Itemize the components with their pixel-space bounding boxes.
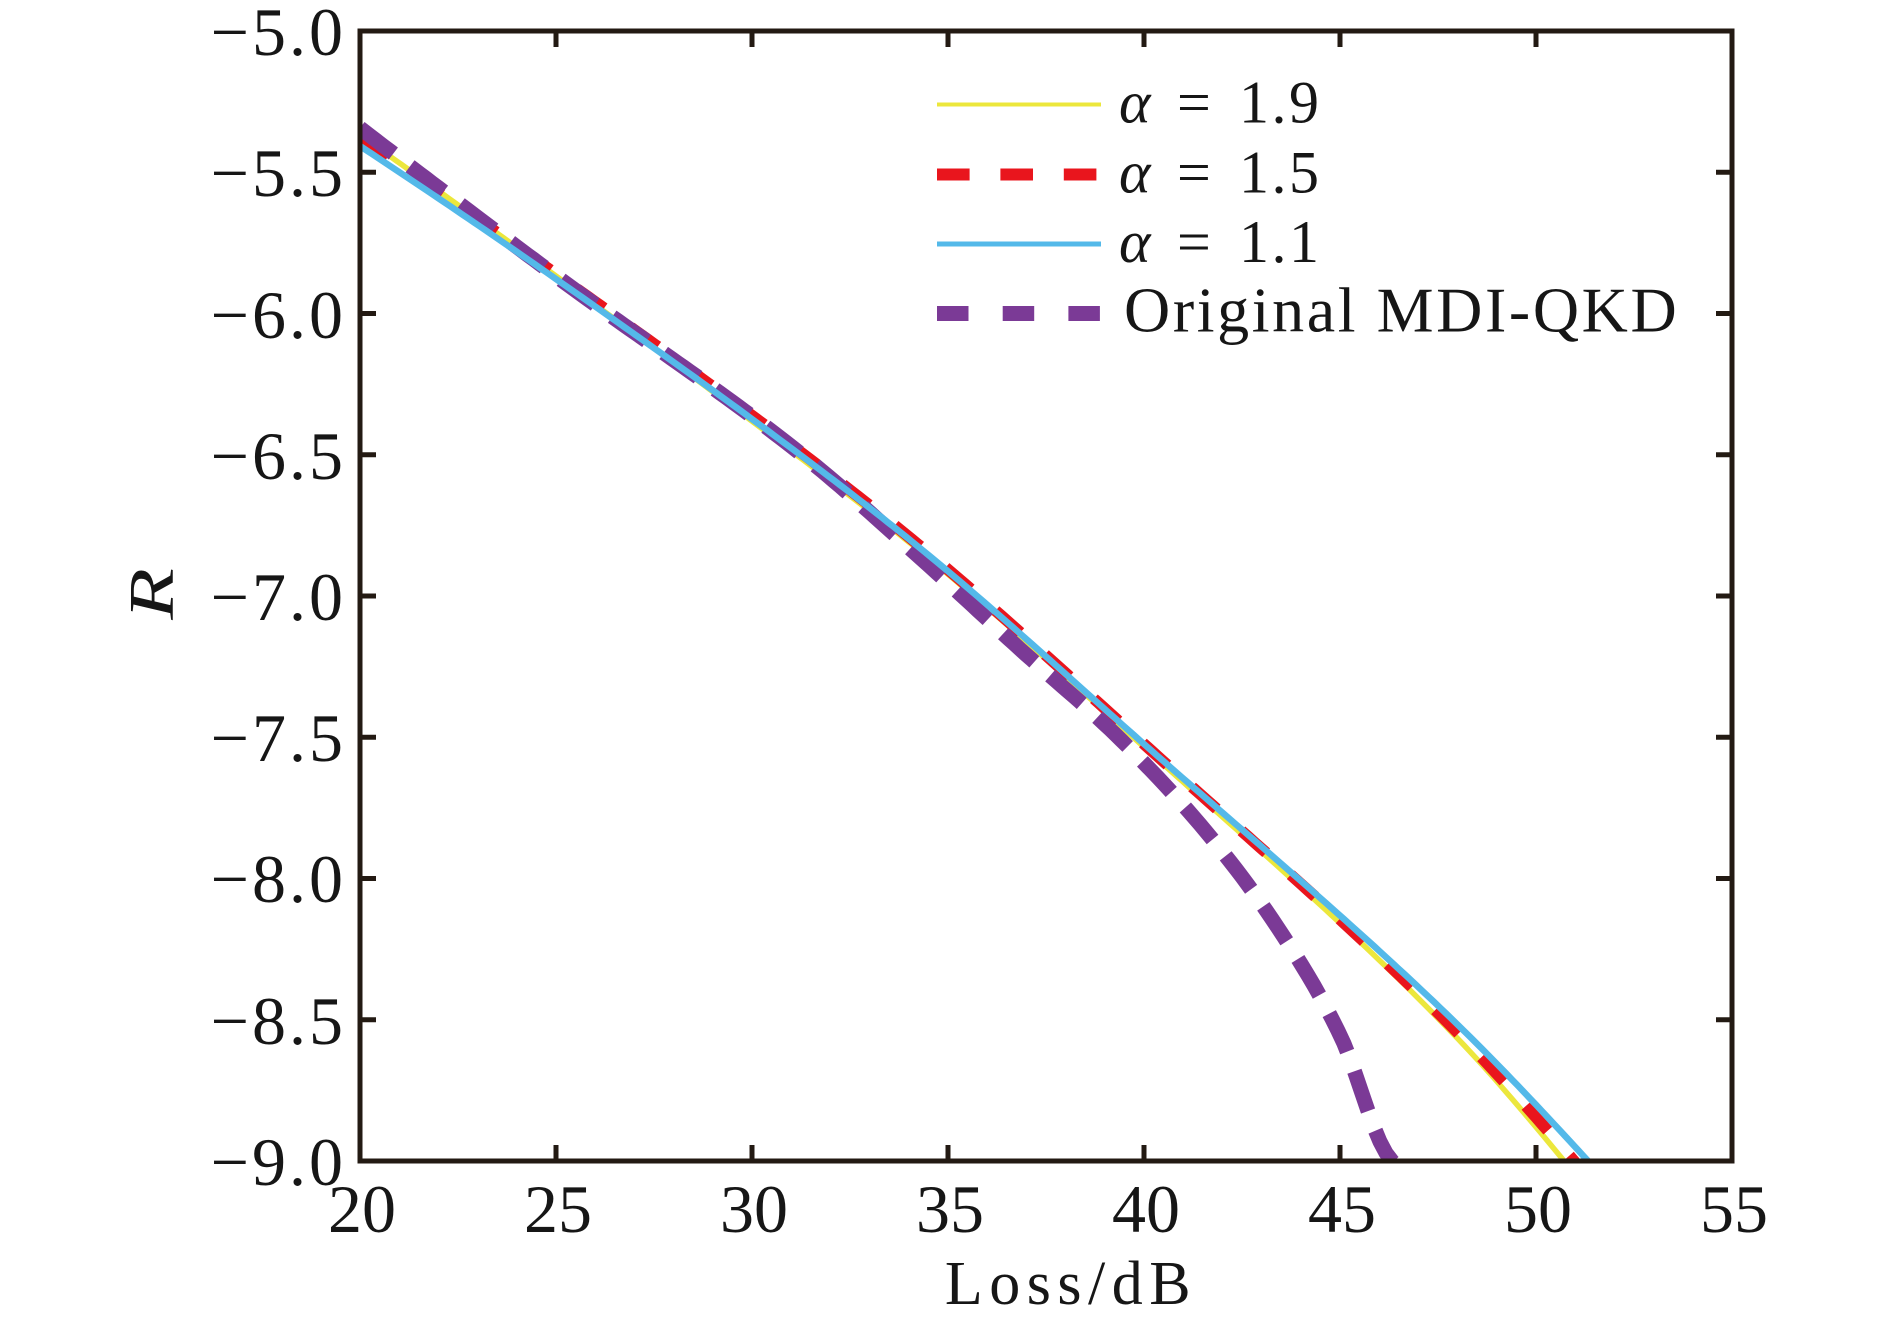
svg-text:−6.0: −6.0	[211, 277, 346, 353]
svg-text:−8.5: −8.5	[211, 983, 346, 1059]
svg-text:Original MDI-QKD: Original MDI-QKD	[1124, 275, 1679, 346]
svg-text:50: 50	[1504, 1171, 1572, 1247]
svg-text:35: 35	[916, 1171, 984, 1247]
svg-text:−8.0: −8.0	[211, 841, 346, 917]
svg-text:30: 30	[720, 1171, 788, 1247]
svg-text:α=1.5: α = 1.5	[1119, 140, 1322, 206]
svg-text:−7.0: −7.0	[211, 559, 346, 635]
svg-text:55: 55	[1700, 1171, 1768, 1247]
svg-text:40: 40	[1112, 1171, 1180, 1247]
svg-text:R: R	[117, 568, 188, 621]
svg-text:Loss/dB: Loss/dB	[945, 1250, 1197, 1318]
svg-text:α=1.1: α = 1.1	[1119, 209, 1322, 275]
svg-text:25: 25	[524, 1171, 592, 1247]
svg-text:−5.5: −5.5	[211, 135, 346, 211]
svg-text:α=1.9: α = 1.9	[1119, 70, 1322, 136]
svg-text:−9.0: −9.0	[211, 1124, 346, 1200]
svg-text:−7.5: −7.5	[211, 700, 346, 776]
svg-text:−5.0: −5.0	[211, 0, 346, 70]
svg-text:45: 45	[1308, 1171, 1376, 1247]
svg-text:20: 20	[328, 1171, 396, 1247]
svg-text:−6.5: −6.5	[211, 418, 346, 494]
